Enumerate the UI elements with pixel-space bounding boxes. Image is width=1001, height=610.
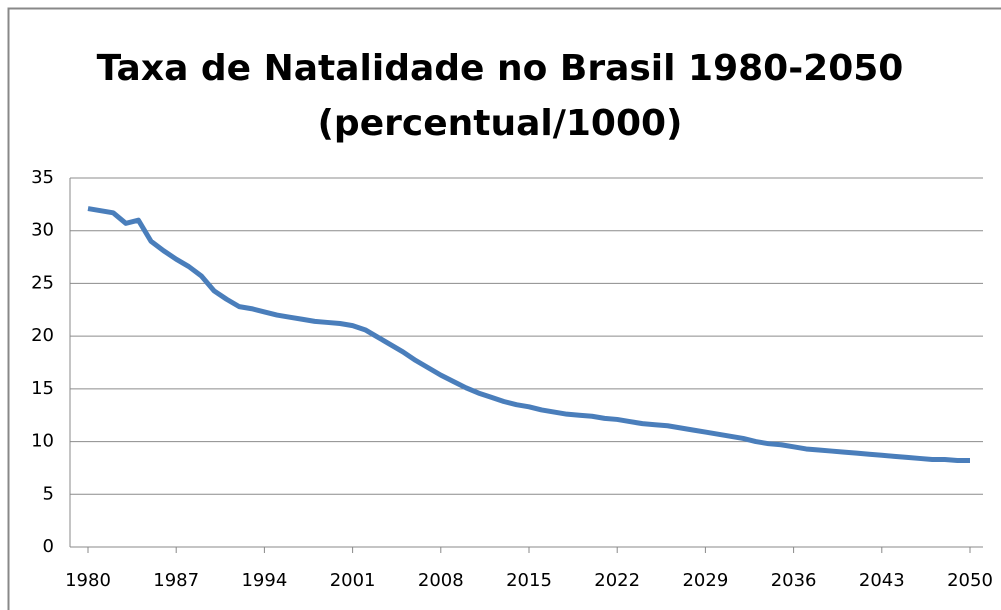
x-tick-label: 2043 xyxy=(859,570,905,591)
y-tick-label: 15 xyxy=(31,378,54,399)
chart-title: Taxa de Natalidade no Brasil 1980-2050 xyxy=(97,48,904,89)
x-tick-label: 1987 xyxy=(153,570,199,591)
x-tick-label: 1980 xyxy=(65,570,111,591)
x-tick-label: 2029 xyxy=(682,570,728,591)
y-tick-label: 10 xyxy=(31,431,54,452)
chart-frame xyxy=(7,7,1001,610)
y-tick-label: 35 xyxy=(31,167,54,188)
chart-title: (percentual/1000) xyxy=(317,103,682,144)
x-tick-label: 1994 xyxy=(241,570,287,591)
y-tick-label: 25 xyxy=(31,272,54,293)
x-tick-label: 2022 xyxy=(594,570,640,591)
x-tick-label: 2036 xyxy=(771,570,817,591)
data-line xyxy=(87,206,970,464)
x-tick-label: 2015 xyxy=(506,570,552,591)
y-tick-label: 20 xyxy=(31,325,54,346)
x-tick-label: 2050 xyxy=(947,570,993,591)
y-tick-label: 0 xyxy=(43,536,54,557)
x-tick-label: 2001 xyxy=(330,570,376,591)
y-tick-label: 30 xyxy=(31,220,54,241)
x-tick-label: 2008 xyxy=(418,570,464,591)
y-tick-label: 5 xyxy=(43,483,54,504)
